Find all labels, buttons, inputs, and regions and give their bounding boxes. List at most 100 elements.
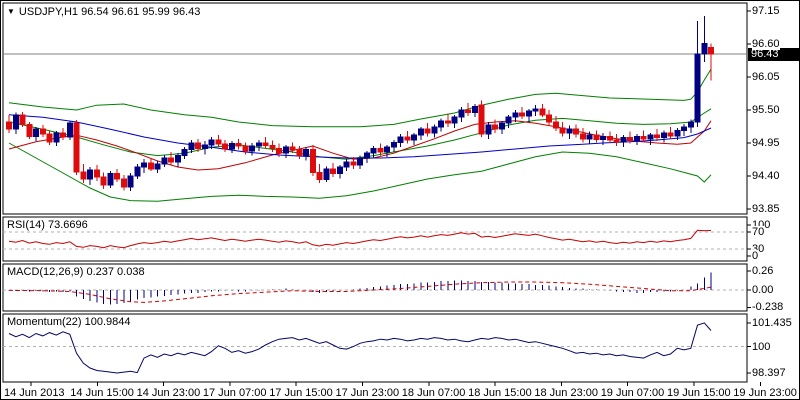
candle-body[interactable] bbox=[458, 109, 465, 118]
candle-body[interactable] bbox=[262, 142, 269, 146]
candle-body[interactable] bbox=[168, 157, 174, 163]
candle-body[interactable] bbox=[343, 161, 350, 168]
candle-body[interactable] bbox=[93, 169, 100, 178]
candle-body[interactable] bbox=[228, 143, 235, 150]
candle-body[interactable] bbox=[465, 109, 471, 113]
candle-body[interactable] bbox=[566, 128, 573, 134]
candle-body[interactable] bbox=[532, 108, 539, 112]
candle-body[interactable] bbox=[654, 134, 660, 139]
candle-body[interactable] bbox=[363, 152, 370, 159]
candle-body[interactable] bbox=[613, 139, 620, 143]
candle-body[interactable] bbox=[255, 142, 262, 147]
candle-body[interactable] bbox=[316, 171, 323, 181]
candle-body[interactable] bbox=[593, 134, 600, 140]
candle-body[interactable] bbox=[181, 149, 188, 157]
candle-body[interactable] bbox=[249, 145, 255, 152]
candle-body[interactable] bbox=[269, 144, 276, 149]
candle-body[interactable] bbox=[485, 124, 492, 135]
candle-body[interactable] bbox=[397, 136, 404, 143]
candle-body[interactable] bbox=[188, 142, 195, 151]
candle-body[interactable] bbox=[215, 139, 222, 145]
candle-body[interactable] bbox=[674, 129, 681, 137]
candle-body[interactable] bbox=[80, 171, 87, 180]
candle-body[interactable] bbox=[505, 116, 512, 124]
candle-body[interactable] bbox=[471, 105, 478, 113]
candle-body[interactable] bbox=[12, 114, 19, 130]
candle-body[interactable] bbox=[242, 145, 249, 152]
candle-body[interactable] bbox=[478, 104, 485, 135]
candle-body[interactable] bbox=[161, 157, 168, 165]
candle-body[interactable] bbox=[694, 53, 701, 123]
candle-body[interactable] bbox=[100, 176, 107, 186]
candle-body[interactable] bbox=[357, 157, 363, 166]
candle-body[interactable] bbox=[667, 132, 674, 137]
symbol-dropdown-icon[interactable]: ▼ bbox=[7, 7, 15, 16]
candle-body[interactable] bbox=[498, 122, 505, 130]
candle-body[interactable] bbox=[289, 146, 296, 151]
candle-body[interactable] bbox=[377, 147, 384, 153]
candle-body[interactable] bbox=[174, 155, 181, 163]
candle-body[interactable] bbox=[640, 135, 647, 140]
candle-body[interactable] bbox=[390, 141, 397, 148]
candle-body[interactable] bbox=[539, 108, 546, 116]
candle-body[interactable] bbox=[492, 124, 498, 130]
candle-body[interactable] bbox=[296, 149, 303, 157]
candle-body[interactable] bbox=[600, 135, 606, 140]
candle-body[interactable] bbox=[519, 112, 525, 117]
candle-body[interactable] bbox=[336, 166, 343, 175]
candle-body[interactable] bbox=[66, 122, 73, 138]
candle-body[interactable] bbox=[525, 110, 532, 117]
candle-body[interactable] bbox=[417, 128, 424, 136]
candle-body[interactable] bbox=[39, 128, 46, 135]
candle-body[interactable] bbox=[60, 132, 66, 138]
candle-body[interactable] bbox=[404, 136, 411, 141]
candle-body[interactable] bbox=[107, 173, 114, 186]
candle-body[interactable] bbox=[276, 147, 282, 154]
candle-body[interactable] bbox=[708, 47, 714, 55]
candle-body[interactable] bbox=[424, 128, 431, 134]
candle-body[interactable] bbox=[19, 114, 26, 125]
candle-body[interactable] bbox=[411, 134, 417, 141]
candle-body[interactable] bbox=[323, 168, 330, 181]
candle-body[interactable] bbox=[687, 121, 694, 128]
candle-body[interactable] bbox=[309, 149, 316, 173]
candle-body[interactable] bbox=[6, 121, 12, 130]
candle-body[interactable] bbox=[573, 128, 579, 135]
candle-body[interactable] bbox=[195, 142, 201, 149]
candle-body[interactable] bbox=[33, 128, 39, 137]
candle-body[interactable] bbox=[660, 132, 667, 139]
candle-body[interactable] bbox=[384, 146, 390, 153]
candle-body[interactable] bbox=[606, 135, 613, 141]
candle-body[interactable] bbox=[235, 143, 242, 147]
candle-body[interactable] bbox=[46, 133, 53, 143]
candle-body[interactable] bbox=[620, 137, 627, 143]
candle-body[interactable] bbox=[208, 139, 215, 146]
candle-body[interactable] bbox=[201, 144, 208, 149]
candle-body[interactable] bbox=[53, 132, 60, 143]
candle-body[interactable] bbox=[303, 149, 309, 157]
candle-body[interactable] bbox=[512, 112, 519, 118]
candle-body[interactable] bbox=[627, 137, 633, 142]
candle-body[interactable] bbox=[330, 168, 336, 175]
candle-body[interactable] bbox=[633, 135, 640, 142]
candle-body[interactable] bbox=[154, 163, 161, 170]
candle-body[interactable] bbox=[438, 120, 444, 128]
candle-body[interactable] bbox=[546, 114, 552, 123]
candle-body[interactable] bbox=[647, 134, 654, 140]
candle-body[interactable] bbox=[559, 127, 566, 134]
candle-body[interactable] bbox=[681, 126, 687, 131]
candle-body[interactable] bbox=[26, 123, 33, 137]
candle-body[interactable] bbox=[120, 178, 127, 188]
candle-body[interactable] bbox=[73, 122, 80, 173]
candle-body[interactable] bbox=[370, 147, 377, 154]
candle-body[interactable] bbox=[451, 116, 458, 124]
candle-body[interactable] bbox=[586, 134, 593, 140]
candle-body[interactable] bbox=[350, 161, 357, 166]
candle-body[interactable] bbox=[431, 126, 438, 134]
candle-body[interactable] bbox=[579, 133, 586, 140]
candle-body[interactable] bbox=[222, 143, 228, 150]
candle-body[interactable] bbox=[141, 162, 147, 168]
candle-body[interactable] bbox=[134, 166, 141, 177]
candle-body[interactable] bbox=[127, 175, 134, 188]
